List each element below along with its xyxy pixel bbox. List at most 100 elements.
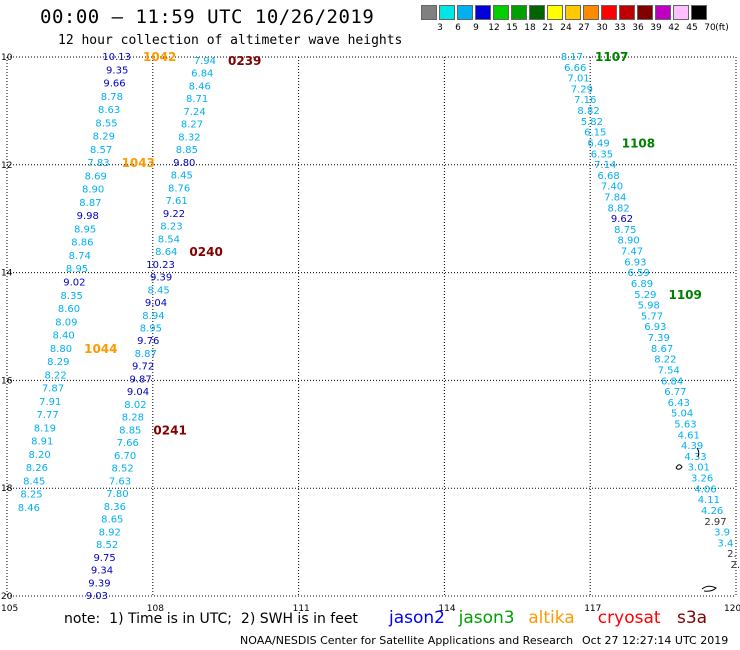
altika-track-swh-label: 8.35 bbox=[61, 291, 83, 302]
altika-track-swh-label: 10.13 bbox=[102, 52, 131, 63]
s3a-track-swh-label: 8.02 bbox=[124, 400, 146, 411]
altika-track-swh-label: 8.25 bbox=[20, 490, 42, 501]
s3a-track-swh-label: 8.65 bbox=[101, 515, 123, 526]
altika-track-swh-label: 7.83 bbox=[87, 158, 109, 169]
s3a-track-swh-label: 10.23 bbox=[146, 260, 175, 271]
altika-track-swh-label: 8.20 bbox=[28, 450, 50, 461]
altika-track-swh-label: 8.45 bbox=[23, 476, 45, 487]
lat-label: 14 bbox=[1, 269, 13, 279]
units-note: note: 1) Time is in UTC; 2) SWH is in fe… bbox=[64, 611, 358, 627]
jason3-track-swh-label: 5.63 bbox=[674, 419, 696, 430]
s3a-track-swh-label: 7.61 bbox=[165, 196, 187, 207]
legend-label: 70 bbox=[704, 23, 716, 33]
s3a-track-swh-label: 9.72 bbox=[132, 362, 154, 373]
s3a-track-swh-label: 9.39 bbox=[88, 578, 110, 589]
s3a-track-swh-label: 6.84 bbox=[191, 69, 213, 80]
legend-swatch-15 bbox=[493, 5, 509, 20]
legend-swatch-6 bbox=[439, 5, 455, 20]
jason3-track-swh-label: 2. bbox=[727, 549, 737, 560]
satellite-name-cryosat: cryosat bbox=[597, 608, 661, 628]
altika-track-swh-label: 8.46 bbox=[18, 503, 40, 514]
jason3-track-time-label: 1108 bbox=[622, 136, 655, 150]
lon-label: 111 bbox=[293, 604, 310, 614]
color-legend: 3 6 9 12 15 18 21 24 27 30 33 36 39 42 45 70 (ft) bbox=[421, 5, 731, 35]
jason3-track-swh-label: 4.61 bbox=[678, 430, 700, 441]
legend-label: 36 bbox=[632, 23, 644, 33]
s3a-track-swh-label: 8.95 bbox=[140, 324, 162, 335]
legend-label: 3 bbox=[437, 23, 443, 33]
altika-track-swh-label: 8.55 bbox=[95, 118, 117, 129]
s3a-track-swh-label: 8.92 bbox=[99, 527, 121, 538]
jason3-track-swh-label: 6.68 bbox=[597, 171, 619, 182]
altika-track-swh-label: 8.63 bbox=[98, 105, 120, 116]
legend-swatch-33 bbox=[601, 5, 617, 20]
jason3-track-swh-label: 8.17 bbox=[561, 52, 583, 63]
legend-label: 42 bbox=[668, 23, 680, 33]
altika-track-swh-label: 8.09 bbox=[55, 317, 77, 328]
map-subtitle: 12 hour collection of altimeter wave hei… bbox=[58, 33, 403, 48]
s3a-track-swh-label: 9.03 bbox=[86, 591, 108, 602]
jason3-track-swh-label: 3.01 bbox=[688, 463, 710, 474]
island-outline bbox=[675, 464, 683, 470]
altika-track-swh-label: 8.78 bbox=[101, 92, 123, 103]
legend-swatch-30 bbox=[583, 5, 599, 20]
jason3-track-swh-label: 5.04 bbox=[671, 409, 693, 420]
legend-swatch-70 bbox=[691, 5, 707, 20]
altika-track-swh-label: 8.29 bbox=[93, 132, 115, 143]
legend-label: 21 bbox=[542, 23, 554, 33]
s3a-track-swh-label: 7.24 bbox=[183, 107, 205, 118]
jason3-track-swh-label: 6.15 bbox=[584, 128, 606, 139]
jason3-track-swh-label: 6.59 bbox=[628, 268, 650, 279]
jason3-track-swh-label: 5.29 bbox=[634, 290, 656, 301]
altika-track-swh-label: 8.95 bbox=[66, 264, 88, 275]
altika-track-swh-label: 8.90 bbox=[82, 185, 104, 196]
s3a-track-swh-label: 7.66 bbox=[117, 438, 139, 449]
s3a-track-swh-label: 8.71 bbox=[186, 94, 208, 105]
coastline-fragment bbox=[701, 585, 717, 592]
s3a-track-swh-label: 9.76 bbox=[137, 336, 159, 347]
altika-track-swh-label: 8.69 bbox=[85, 171, 107, 182]
s3a-track-time-label: 0240 bbox=[189, 245, 222, 259]
jason3-track-swh-label: 7.54 bbox=[658, 365, 680, 376]
s3a-track-swh-label: 9.04 bbox=[127, 387, 149, 398]
lat-label: 16 bbox=[1, 376, 13, 386]
lat-label: 12 bbox=[1, 161, 12, 171]
jason3-track-swh-label: 8.82 bbox=[577, 106, 599, 117]
altika-track-swh-label: 9.66 bbox=[103, 79, 125, 90]
jason3-track-swh-label: 6.49 bbox=[587, 138, 609, 149]
s3a-track-swh-label: 7.94 bbox=[194, 56, 216, 67]
altika-track-swh-label: 7.87 bbox=[42, 384, 64, 395]
jason3-track-swh-label: 6.84 bbox=[661, 376, 683, 387]
legend-swatch-24 bbox=[547, 5, 563, 20]
jason3-track-swh-label: 5.82 bbox=[581, 117, 603, 128]
s3a-track-swh-label: 8.52 bbox=[111, 464, 133, 475]
lat-label: 10 bbox=[1, 53, 13, 63]
jason3-track-swh-label: 7.40 bbox=[601, 182, 623, 193]
jason3-track-swh-label: 8.75 bbox=[614, 225, 636, 236]
altika-track-swh-label: 8.60 bbox=[58, 304, 80, 315]
s3a-track-swh-label: 8.76 bbox=[168, 183, 190, 194]
s3a-track-swh-label: 8.87 bbox=[135, 349, 157, 360]
jason3-track-swh-label: 8.22 bbox=[654, 355, 676, 366]
s3a-track-swh-label: 9.75 bbox=[93, 553, 115, 564]
altika-track-swh-label: 8.87 bbox=[79, 198, 101, 209]
s3a-track-swh-label: 9.04 bbox=[145, 298, 167, 309]
jason3-track-swh-label: 2. bbox=[730, 560, 740, 571]
jason3-track-time-label: 1107 bbox=[595, 50, 628, 64]
altika-track-swh-label: 8.29 bbox=[47, 357, 69, 368]
jason3-track-swh-label: 4.39 bbox=[681, 441, 703, 452]
lat-label: 18 bbox=[1, 484, 13, 494]
lon-label: 105 bbox=[1, 604, 18, 614]
s3a-track-swh-label: 9.87 bbox=[129, 374, 151, 385]
legend-swatch-45 bbox=[673, 5, 689, 20]
altika-track-swh-label: 8.80 bbox=[50, 344, 72, 355]
legend-swatch-18 bbox=[511, 5, 527, 20]
s3a-track-swh-label: 8.27 bbox=[181, 120, 203, 131]
legend-swatch-9 bbox=[457, 5, 473, 20]
s3a-track-swh-label: 8.52 bbox=[96, 540, 118, 551]
legend-label: 45 bbox=[686, 23, 698, 33]
altika-track-swh-label: 8.91 bbox=[31, 437, 53, 448]
s3a-track-swh-label: 9.39 bbox=[150, 273, 172, 284]
jason3-track-swh-label: 6.89 bbox=[631, 279, 653, 290]
jason3-track-swh-label: 7.01 bbox=[567, 74, 589, 85]
